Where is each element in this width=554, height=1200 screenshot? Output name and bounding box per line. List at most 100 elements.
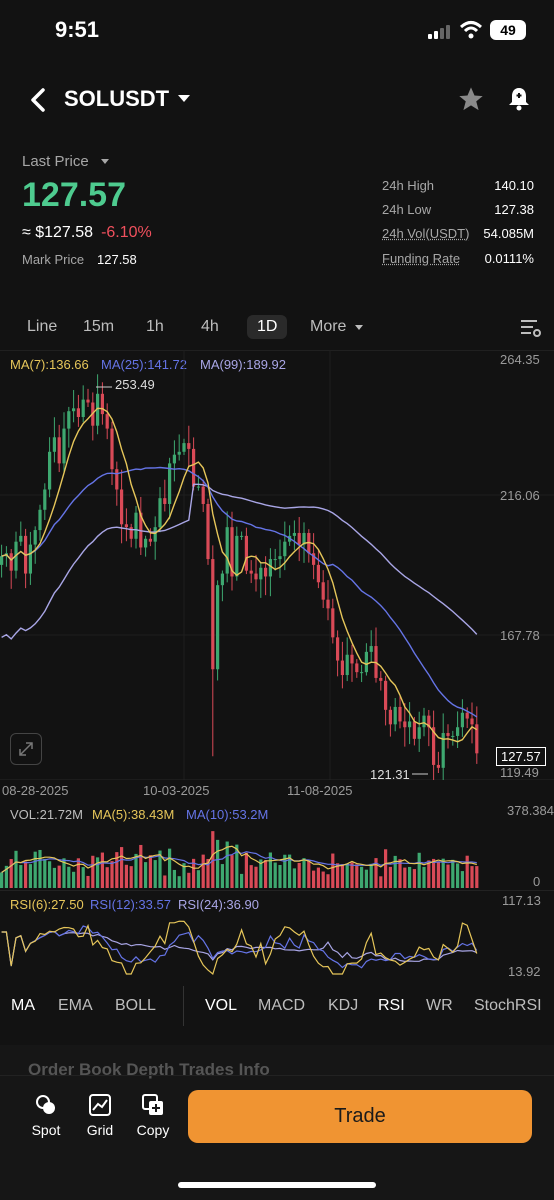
last-price-label[interactable]: Last Price: [22, 153, 89, 170]
ma25-line: [1, 466, 478, 718]
tab-15m[interactable]: 15m: [83, 318, 115, 335]
volume-bar: [278, 865, 282, 888]
volume-bar: [153, 860, 157, 888]
copy-button[interactable]: Copy: [136, 1093, 170, 1138]
indicator-vol[interactable]: VOL: [205, 997, 238, 1014]
volume-bar: [177, 876, 181, 888]
volume-bar: [331, 853, 335, 888]
price-usd-approx: ≈ $127.58 -6.10%: [22, 224, 152, 242]
rsi-axis-tick: 117.13: [502, 893, 541, 908]
candle: [297, 532, 301, 545]
volume-bar: [43, 858, 47, 888]
volume-bar: [364, 869, 368, 888]
rsi24-legend: RSI(24):36.90: [178, 897, 259, 912]
volume-bar: [302, 858, 306, 888]
candle: [43, 489, 47, 510]
favorite-star-icon[interactable]: [457, 85, 485, 113]
ma99-legend: MA(99):189.92: [200, 357, 286, 372]
stat-funding-rate-label[interactable]: Funding Rate: [382, 251, 461, 266]
trade-button[interactable]: Trade: [188, 1090, 532, 1143]
candle: [216, 585, 220, 670]
volume-bar: [393, 855, 397, 888]
pair-selector[interactable]: SOLUSDT: [64, 86, 170, 111]
tab-4h[interactable]: 4h: [201, 318, 219, 335]
volume-bar: [340, 864, 344, 888]
candle: [158, 498, 162, 528]
candle: [292, 532, 296, 536]
fullscreen-button[interactable]: [10, 733, 42, 765]
candle: [33, 530, 37, 545]
volume-bar: [86, 875, 90, 888]
volume-bar: [432, 858, 436, 888]
indicator-kdj[interactable]: KDJ: [328, 997, 359, 1014]
candle: [379, 677, 383, 681]
price-axis-tick: 119.49: [500, 765, 539, 780]
candle: [120, 489, 124, 525]
candle: [273, 559, 277, 561]
volume-bar: [384, 849, 388, 888]
candle: [249, 570, 253, 574]
candle: [312, 553, 316, 565]
stat-24h-high-label: 24h High: [382, 178, 435, 193]
candle: [441, 733, 445, 768]
spot-icon: [36, 1095, 55, 1114]
volume-bar: [379, 876, 383, 888]
volume-bar: [48, 861, 52, 888]
ma99-line: [1, 483, 478, 640]
spot-label: Spot: [31, 1122, 61, 1138]
candle: [72, 408, 76, 412]
vol-axis-tick: 378.384M: [507, 803, 554, 818]
stat-24h-vol-label[interactable]: 24h Vol(USDT): [382, 226, 470, 241]
volume-bar: [451, 859, 455, 888]
volume-bar: [244, 852, 248, 888]
volume-bar: [254, 866, 258, 888]
candle: [211, 559, 215, 670]
volume-bar: [182, 863, 186, 888]
volume-bar: [316, 867, 320, 888]
volume-bar: [206, 858, 210, 888]
candle: [48, 451, 52, 490]
back-arrow-icon[interactable]: [28, 86, 48, 114]
candle: [105, 414, 109, 429]
chevron-down-icon[interactable]: [178, 95, 190, 102]
chevron-down-icon[interactable]: [355, 325, 363, 330]
candlestick-chart[interactable]: [0, 350, 554, 780]
indicator-stochrsi[interactable]: StochRSI: [474, 997, 542, 1014]
candle: [340, 660, 344, 676]
candle: [393, 706, 397, 725]
tab-more[interactable]: More: [310, 318, 347, 335]
indicator-rsi[interactable]: RSI: [378, 997, 405, 1014]
candle: [67, 411, 71, 429]
tab-1d[interactable]: 1D: [247, 315, 288, 339]
divider: [183, 986, 184, 1026]
indicator-ma[interactable]: MA: [11, 997, 35, 1014]
chevron-down-icon[interactable]: [101, 159, 109, 164]
tab-1h[interactable]: 1h: [146, 318, 164, 335]
volume-bar: [408, 866, 412, 888]
indicator-boll[interactable]: BOLL: [115, 997, 156, 1014]
indicator-ema[interactable]: EMA: [58, 997, 93, 1014]
candle: [201, 486, 205, 504]
price-alert-bell-icon[interactable]: [507, 85, 531, 113]
price-axis-tick: 167.78: [500, 628, 540, 643]
candle: [345, 654, 349, 676]
spot-button[interactable]: Spot: [30, 1093, 62, 1138]
stat-24h-low-value: 127.38: [494, 202, 534, 217]
volume-bar: [292, 868, 296, 888]
volume-bar: [460, 871, 464, 888]
stat-funding-rate-value: 0.0111%: [484, 251, 534, 266]
section-tabs-partial[interactable]: Order Book Depth Trades Info: [28, 1060, 270, 1079]
volume-bar: [9, 859, 13, 888]
tab-line[interactable]: Line: [27, 318, 58, 335]
indicator-wr[interactable]: WR: [426, 997, 453, 1014]
candle: [283, 541, 287, 557]
chart-settings-icon[interactable]: [520, 318, 542, 338]
indicator-macd[interactable]: MACD: [258, 997, 306, 1014]
volume-bar: [62, 858, 66, 888]
volume-bar: [33, 851, 37, 888]
candle: [316, 564, 320, 583]
copy-trade-icon: [142, 1094, 163, 1115]
grid-button[interactable]: Grid: [84, 1093, 116, 1138]
candle: [110, 428, 114, 470]
candle: [182, 443, 186, 452]
